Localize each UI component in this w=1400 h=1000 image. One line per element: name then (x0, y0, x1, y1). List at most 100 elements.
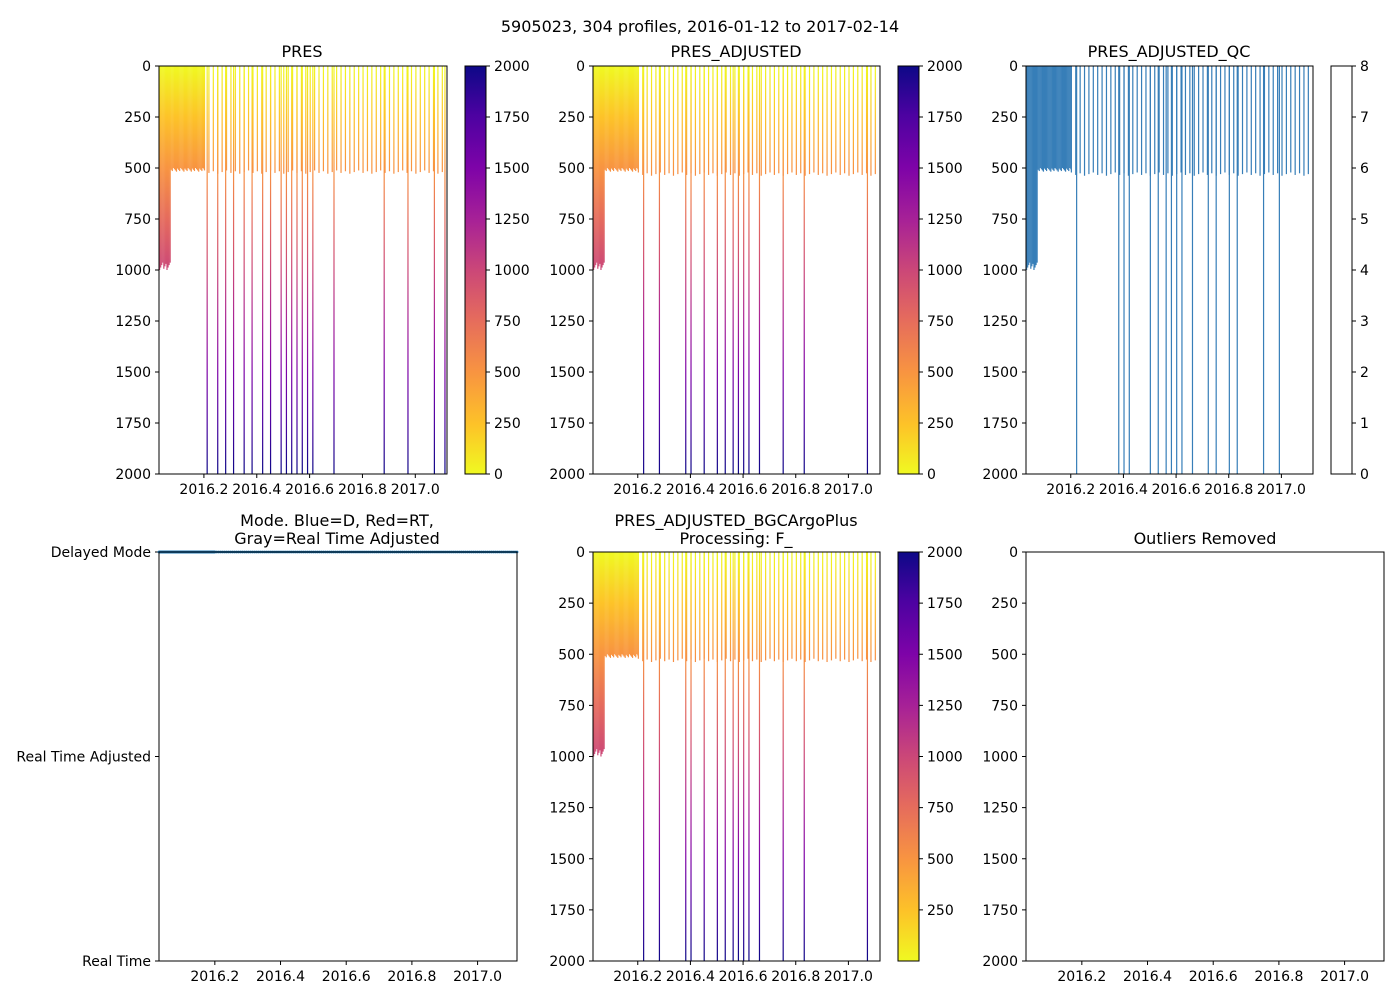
pres_adjusted-profile-107 (737, 66, 740, 474)
pres-profile-48 (221, 66, 223, 173)
pres-profile-35 (194, 66, 197, 168)
pres_adjusted-profile-82 (804, 66, 806, 176)
pres_adjusted-profile-72 (760, 66, 762, 176)
pres_adjusted_qc-profile-81 (1233, 66, 1235, 174)
pres_adjusted_bgc-profile-102 (690, 552, 692, 961)
pres_adjusted-profile-78 (786, 66, 789, 175)
pres_adjusted_bgc-profile-16 (608, 552, 610, 657)
pres_adjusted-profile-14 (606, 66, 608, 168)
pres_adjusted_qc-profile-76 (1211, 66, 1213, 174)
pres_adjusted_qc-profile-64 (1158, 66, 1160, 173)
pres-profile-61 (278, 66, 280, 172)
pres-profile-103 (243, 66, 245, 474)
pres_adjusted_bgc-ytick-label-3: 750 (558, 698, 585, 714)
pres-profile-5 (164, 66, 166, 267)
pres_adjusted_bgc-profile-80 (795, 552, 797, 662)
pres_adjusted-profile-19 (611, 66, 614, 170)
pres-profile-23 (182, 66, 184, 171)
pres-axes-frame (158, 65, 448, 475)
pres_adjusted_qc-profile-15 (1040, 66, 1042, 170)
pres_adjusted-xtick-label-2: 2016.6 (719, 482, 768, 498)
pres_adjusted_qc-ytick-label-1: 250 (991, 110, 1018, 126)
pres_adjusted_qc-profile-8 (1034, 66, 1036, 268)
pres_adjusted_bgc-profile-110 (758, 552, 761, 961)
pres_adjusted_bgc-profile-101 (685, 552, 687, 961)
pres_adjusted_qc-cbtick-label-2: 2 (1360, 365, 1369, 381)
pres_adjusted_qc-cbtick-label-0: 0 (1360, 467, 1369, 483)
pres_adjusted_qc-profile-22 (1048, 66, 1050, 170)
pres-profile-37 (197, 66, 199, 171)
pres_adjusted-profile-73 (765, 66, 767, 175)
pres_adjusted_qc-profile-61 (1145, 66, 1147, 174)
outliers-ytick-label-6: 1500 (982, 852, 1018, 868)
pres_adjusted_qc-profile-37 (1063, 66, 1066, 171)
pres_adjusted_qc-xtick-label-3: 2016.8 (1204, 482, 1253, 498)
outliers-ytick-label-5: 1250 (982, 801, 1018, 817)
pres-profile-79 (358, 66, 360, 171)
pres_adjusted_bgc-profile-53 (677, 552, 679, 661)
pres-profile-22 (181, 66, 183, 170)
pres_adjusted_bgc-profile-51 (668, 552, 670, 660)
pres_adjusted-ytick-label-1: 250 (558, 110, 585, 126)
pres_adjusted_qc-profile-20 (1046, 66, 1048, 172)
pres_adjusted_bgc-profile-27 (620, 552, 622, 658)
pres-profile-25 (184, 66, 186, 169)
pres_adjusted_qc-profile-97 (1303, 66, 1305, 176)
pres-profile-105 (262, 66, 264, 474)
pres-profile-86 (388, 66, 391, 172)
panel-pres-adjusted-title: PRES_ADJUSTED (670, 42, 801, 62)
panel-mode-title-line1: Mode. Blue=D, Red=RT, (240, 511, 434, 530)
pres_adjusted_bgc-profile-33 (626, 552, 628, 657)
pres-profile-72 (327, 66, 329, 174)
pres_adjusted-profile-91 (844, 66, 846, 174)
pres-profile-71 (322, 66, 325, 172)
panel-pres-adjusted-qc-title: PRES_ADJUSTED_QC (1088, 42, 1251, 62)
pres-cbtick-label-6: 1500 (494, 161, 530, 177)
pres_adjusted_bgc-profile-35 (628, 552, 631, 655)
pres-profile-115 (383, 66, 385, 474)
pres_adjusted_bgc-profile-64 (725, 552, 727, 659)
pres-ytick-label-8: 2000 (115, 467, 151, 483)
pres-xtick-label-2: 2016.6 (285, 482, 334, 498)
pres_adjusted_qc-profile-104 (1157, 66, 1159, 474)
pres_adjusted_qc-profile-3 (1029, 66, 1031, 263)
pres_adjusted_bgc-profile-104 (716, 552, 718, 961)
pres-profile-113 (312, 66, 314, 474)
pres-profile-28 (187, 66, 189, 168)
pres_adjusted_bgc-profile-0 (593, 552, 595, 757)
pres_adjusted-profile-9 (602, 66, 604, 266)
pres-profile-114 (333, 66, 335, 474)
pres_adjusted_qc-profile-90 (1272, 66, 1274, 175)
pres_adjusted_bgc-profile-88 (830, 552, 833, 661)
pres-ytick-label-7: 1750 (115, 416, 151, 432)
pres-profile-9 (168, 66, 170, 266)
pres_adjusted_qc-profile-42 (1069, 66, 1071, 168)
pres_adjusted-profile-41 (635, 66, 637, 172)
pres_adjusted_qc-profile-92 (1281, 66, 1283, 176)
pres-ytick-label-3: 750 (124, 212, 151, 228)
pres_adjusted-profile-23 (616, 66, 618, 171)
pres_adjusted_qc-profile-115 (1278, 66, 1280, 474)
pres-profile-99 (206, 66, 208, 474)
pres_adjusted-profile-38 (631, 66, 634, 172)
pres_adjusted_qc-profile-31 (1057, 66, 1059, 172)
pres_adjusted_qc-profile-102 (1128, 66, 1130, 474)
outliers-ytick-label-4: 1000 (982, 750, 1018, 766)
pres_adjusted_qc-profile-51 (1101, 66, 1103, 174)
pres_adjusted_bgc-profile-69 (747, 552, 749, 659)
pres_adjusted_qc-profile-40 (1067, 66, 1069, 170)
pres-profile-2 (161, 66, 163, 266)
pres-profile-17 (175, 66, 178, 172)
pres_adjusted-profile-48 (655, 66, 657, 175)
pres_adjusted_bgc-ytick-label-7: 1750 (549, 903, 585, 919)
mode-plot-area: Delayed Mode Real Time Adjusted Real Time 2… (16, 545, 519, 985)
pres_adjusted-profile-76 (778, 66, 780, 174)
mode-ytick-label-0: Delayed Mode (51, 545, 151, 561)
pres_adjusted-ytick-label-2: 500 (558, 161, 585, 177)
pres_adjusted_bgc-profile-84 (813, 552, 815, 659)
pres_adjusted_qc-profile-54 (1114, 66, 1116, 173)
pres_adjusted_bgc-profile-65 (729, 552, 732, 662)
pres-cbtick-label-8: 2000 (494, 59, 530, 75)
pres_adjusted_qc-profile-26 (1052, 66, 1054, 170)
pres-profile-6 (165, 66, 167, 264)
